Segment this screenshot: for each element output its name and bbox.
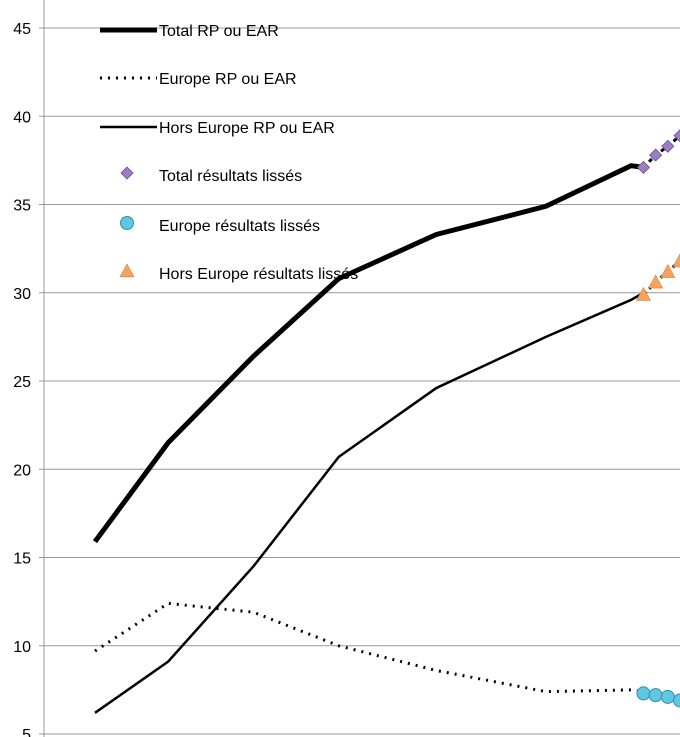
legend-swatch-total-resultats-lisses — [120, 166, 134, 180]
legend-label-europe-resultats-lisses: Europe résultats lissés — [159, 218, 320, 235]
series-line-europe-rp-ou-ear — [94, 601, 644, 694]
point-total-resultats-lisses-2009 — [661, 139, 675, 153]
y-tick-label-30: 30 — [13, 286, 31, 303]
series-line-total-rp-ou-ear — [92, 163, 644, 544]
legend-item-total-resultats-lisses: Total résultats lissés — [120, 166, 302, 185]
series-total-resultats-lisses — [636, 129, 680, 175]
series-layer — [92, 129, 680, 714]
legend-item-hors-europe-rp-ou-ear: Hors Europe RP ou EAR — [100, 120, 335, 137]
gridlines — [44, 27, 680, 735]
legend-item-europe-resultats-lisses: Europe résultats lissés — [120, 216, 320, 235]
y-tick-labels: 5 10 15 20 25 30 35 40 45 — [13, 21, 31, 737]
point-total-resultats-lisses-2007 — [636, 160, 651, 175]
point-hors-europe-resultats-lisses-2010 — [672, 253, 680, 268]
legend-item-europe-rp-ou-ear: Europe RP ou EAR — [100, 71, 297, 88]
y-tick-label-20: 20 — [13, 462, 31, 479]
series-hors-europe-rp-ou-ear — [94, 291, 645, 714]
y-tick-label-25: 25 — [13, 374, 31, 391]
y-tick-label-35: 35 — [13, 198, 31, 215]
legend-item-hors-europe-resultats-lisses: Hors Europe résultats lissés — [119, 263, 358, 283]
series-europe-rp-ou-ear — [94, 601, 644, 694]
point-europe-resultats-lisses-2008 — [648, 688, 663, 703]
legend: Total RP ou EAR Europe RP ou EAR Hors Euro… — [100, 23, 358, 283]
series-hors-europe-resultats-lisses — [635, 253, 680, 301]
series-europe-resultats-lisses — [636, 686, 680, 708]
series-total-rp-ou-ear — [92, 163, 644, 544]
y-tick-label-45: 45 — [13, 21, 31, 38]
point-total-resultats-lisses-2010 — [673, 129, 680, 143]
legend-label-hors-europe-resultats-lisses: Hors Europe résultats lissés — [159, 266, 358, 283]
series-connector-total-resultats-lisses — [642, 134, 680, 169]
y-tick-label-10: 10 — [13, 639, 31, 656]
legend-item-total-rp-ou-ear: Total RP ou EAR — [100, 23, 279, 40]
point-total-resultats-lisses-2008 — [649, 148, 663, 162]
y-tick-label-40: 40 — [13, 109, 31, 126]
point-europe-resultats-lisses-2010 — [673, 693, 680, 708]
y-axis — [39, 0, 45, 737]
legend-label-hors-europe-rp-ou-ear: Hors Europe RP ou EAR — [159, 120, 335, 137]
y-tick-label-15: 15 — [13, 551, 31, 568]
legend-label-europe-rp-ou-ear: Europe RP ou EAR — [159, 71, 297, 88]
point-hors-europe-resultats-lisses-2007 — [635, 286, 651, 301]
point-hors-europe-resultats-lisses-2009 — [660, 263, 676, 278]
point-hors-europe-resultats-lisses-2008 — [648, 274, 664, 289]
series-line-hors-europe-rp-ou-ear — [94, 291, 645, 714]
y-tick-label-5: 5 — [22, 727, 31, 737]
legend-swatch-europe-resultats-lisses — [120, 216, 134, 230]
legend-label-total-resultats-lisses: Total résultats lissés — [159, 168, 302, 185]
legend-swatch-hors-europe-resultats-lisses — [119, 263, 135, 278]
point-europe-resultats-lisses-2009 — [660, 689, 675, 704]
point-europe-resultats-lisses-2007 — [636, 686, 651, 701]
legend-label-total-rp-ou-ear: Total RP ou EAR — [159, 23, 279, 40]
